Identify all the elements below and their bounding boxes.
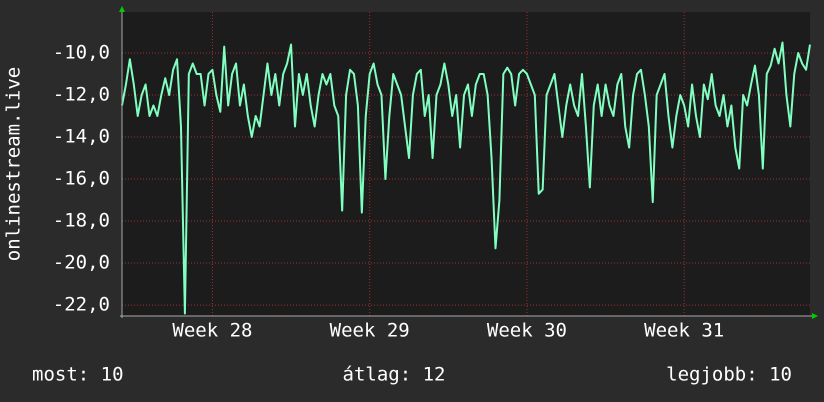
marks	[121, 41, 811, 315]
grid	[122, 12, 810, 316]
y-tick-label: -16,0	[53, 168, 110, 190]
x-tick-label: Week 28	[172, 320, 252, 342]
y-tick-label: -18,0	[53, 210, 110, 232]
y-tick-label: -22,0	[53, 294, 110, 316]
summary-average: átlag: 12	[343, 364, 446, 386]
y-tick-label: -14,0	[53, 126, 110, 148]
line-series	[121, 41, 811, 315]
y-axis-arrow	[119, 6, 125, 12]
summary-max: legjobb: 10	[666, 364, 792, 386]
y-tick-label: -12,0	[53, 83, 110, 105]
summary-current: most: 10	[32, 364, 124, 386]
y-tick-label: -20,0	[53, 252, 110, 274]
x-tick-label: Week 31	[644, 320, 724, 342]
x-tick-label: Week 29	[330, 320, 410, 342]
y-tick-label: -10,0	[53, 41, 110, 63]
plot-area	[122, 12, 810, 316]
x-tick-label: Week 30	[487, 320, 567, 342]
x-axis-arrow	[812, 313, 818, 319]
y-axis-label: onlinestream.live	[3, 67, 25, 261]
